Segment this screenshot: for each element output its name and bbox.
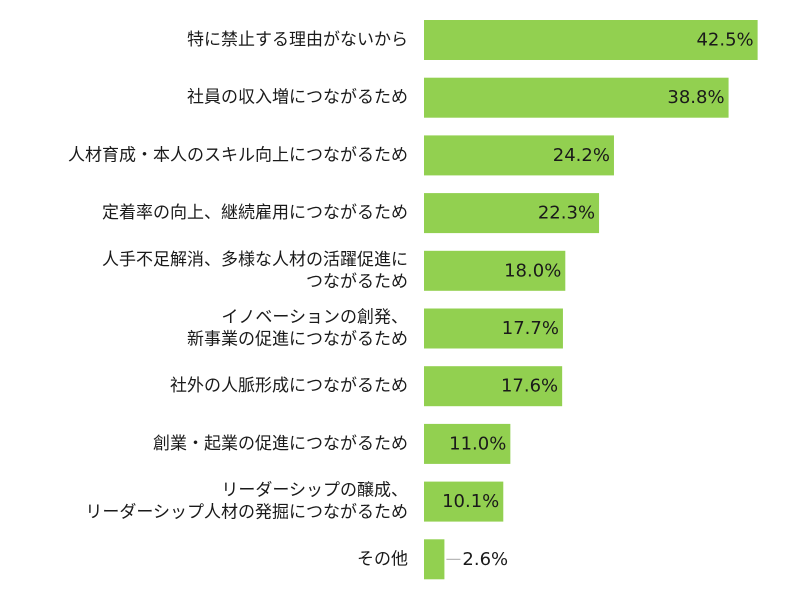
value-label-5: 18.0% [504, 260, 561, 281]
category-labels: 特に禁止する理由がないから社員の収入増につながるため人材育成・本人のスキル向上に… [68, 30, 408, 569]
category-label-1: 特に禁止する理由がないから [187, 30, 408, 50]
bar-5 [424, 250, 566, 291]
category-label-7: 社外の人脈形成につながるため [170, 376, 408, 396]
bar-4 [424, 193, 600, 234]
value-label-6: 17.7% [502, 318, 559, 339]
value-labels: 42.5% 38.8% 24.2% 22.3% 18.0% 17.7% 17.6% 11.0%… [442, 30, 754, 570]
category-label-5-line-1: 人手不足解消、多様な人材の活躍促進に [102, 250, 408, 270]
value-label-4: 22.3% [538, 203, 595, 224]
value-label-2: 38.8% [667, 87, 724, 108]
category-label-6-line-1: イノベーションの創発、 [221, 308, 408, 328]
value-label-1: 42.5% [696, 30, 753, 51]
category-label-9-line-2: リーダーシップ人材の発掘につながるため [85, 503, 408, 523]
category-label-6-line-2: 新事業の促進につながるため [187, 330, 408, 350]
bar-3 [424, 135, 614, 176]
value-label-10: 2.6% [462, 549, 508, 570]
category-label-10: その他 [357, 549, 408, 569]
bar-10 [424, 539, 445, 580]
category-label-8: 創業・起業の促進につながるため [153, 434, 408, 454]
value-label-3: 24.2% [553, 145, 610, 166]
category-label-3: 人材育成・本人のスキル向上につながるため [68, 145, 408, 165]
bar-9 [424, 481, 504, 522]
bar-2 [424, 77, 729, 118]
value-label-8: 11.0% [449, 433, 506, 454]
category-label-2: 社員の収入増につながるため [187, 88, 408, 108]
bar-6 [424, 308, 563, 349]
category-label-9-line-1: リーダーシップの醸成、 [221, 481, 408, 501]
value-label-7: 17.6% [501, 376, 558, 397]
category-label-4: 定着率の向上、継続雇用につながるため [102, 203, 408, 223]
bar-1 [424, 20, 758, 60]
bars [424, 20, 758, 580]
bar-7 [424, 366, 563, 407]
category-label-5-line-2: つながるため [306, 272, 408, 292]
value-label-9: 10.1% [442, 491, 499, 512]
bar-8 [424, 423, 511, 464]
